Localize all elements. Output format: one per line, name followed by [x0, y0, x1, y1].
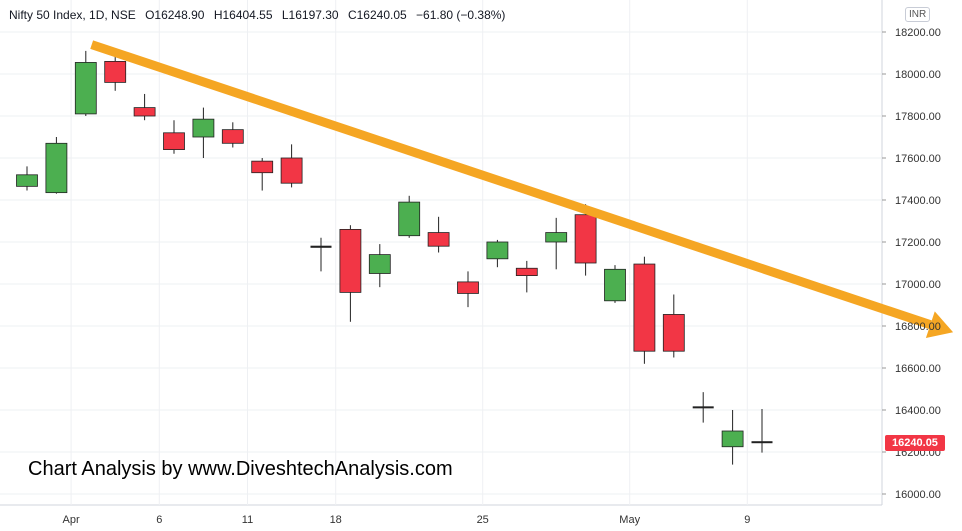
candle-body	[163, 132, 185, 151]
candle-body	[692, 406, 714, 409]
candle	[604, 265, 626, 303]
candle	[192, 107, 215, 158]
candle-body	[486, 241, 509, 260]
candle-body	[751, 441, 773, 444]
candle-body	[104, 61, 127, 83]
y-tick-label: 17600.00	[895, 153, 941, 165]
candle-body	[457, 281, 479, 294]
close-value: C16240.05	[347, 8, 407, 22]
candle	[45, 137, 68, 194]
candle	[74, 50, 97, 116]
candle	[457, 271, 479, 308]
candle-body	[221, 129, 244, 144]
candle	[339, 225, 362, 322]
x-tick-label: Apr	[63, 514, 80, 526]
candle	[662, 294, 685, 358]
candle-body	[545, 232, 568, 243]
candle	[133, 93, 156, 121]
candle	[515, 260, 538, 293]
last-price-label: 16240.05	[885, 435, 945, 451]
y-tick-label: 17200.00	[895, 237, 941, 249]
y-tick-label: 18000.00	[895, 69, 941, 81]
x-tick-label: 18	[330, 514, 342, 526]
y-tick-label: 17800.00	[895, 111, 941, 123]
low-value: L16197.30	[281, 8, 339, 22]
candle	[280, 144, 303, 188]
candle-body	[45, 142, 68, 194]
candle-body	[427, 232, 450, 247]
candle-body	[398, 201, 421, 237]
x-tick-label: May	[619, 514, 640, 526]
candle-body	[515, 267, 538, 276]
y-tick-label: 16000.00	[895, 489, 941, 501]
candle-body	[16, 174, 38, 187]
candle	[310, 237, 332, 272]
y-tick-label: 16600.00	[895, 363, 941, 375]
y-tick-label: 17400.00	[895, 195, 941, 207]
candle	[574, 204, 597, 276]
x-tick-label: 11	[242, 514, 253, 526]
candle	[398, 195, 421, 238]
trend-arrow-shaft	[90, 40, 932, 329]
price-axis: 16000.0016200.0016400.0016600.0016800.00…	[882, 27, 941, 501]
candle-body	[192, 118, 215, 138]
candle	[368, 244, 391, 288]
candle	[721, 410, 744, 465]
candle-body	[604, 268, 626, 302]
candle	[427, 216, 450, 253]
candle-body	[310, 245, 332, 248]
candle-body	[251, 160, 274, 174]
change-value: −61.80 (−0.38%)	[416, 8, 506, 22]
high-value: H16404.55	[213, 8, 273, 22]
candle	[486, 239, 509, 268]
candle-body	[74, 62, 97, 115]
open-value: O16248.90	[145, 8, 205, 22]
time-axis: Apr 6 11 18 25 May 9	[63, 514, 751, 526]
x-tick-label: 9	[744, 514, 750, 526]
candle-body	[662, 314, 685, 352]
candle-body	[721, 430, 744, 448]
candle-body	[339, 228, 362, 293]
candles-layer	[16, 50, 773, 465]
currency-button[interactable]: INR	[905, 7, 931, 22]
candle	[251, 158, 274, 191]
candle	[104, 54, 127, 91]
y-tick-label: 16400.00	[895, 405, 941, 417]
watermark-text: Chart Analysis by www.DiveshtechAnalysis…	[28, 458, 453, 480]
candle	[221, 122, 244, 148]
candle-body	[133, 107, 156, 117]
candle-body	[574, 214, 597, 264]
chart-grid	[0, 0, 883, 506]
candle	[633, 256, 656, 364]
candle	[16, 166, 38, 191]
trend-arrow-head	[925, 311, 954, 338]
candle	[163, 120, 185, 154]
candle	[545, 217, 568, 270]
y-tick-label: 17000.00	[895, 279, 941, 291]
y-tick-label: 16800.00	[895, 321, 941, 333]
candle-body	[280, 157, 303, 184]
candle-body	[368, 254, 391, 274]
x-tick-label: 6	[156, 514, 162, 526]
candle-body	[633, 263, 656, 352]
x-tick-label: 25	[477, 514, 489, 526]
y-tick-label: 18200.00	[895, 27, 941, 39]
candle	[751, 408, 773, 453]
candle	[692, 392, 714, 423]
trend-arrow	[90, 40, 954, 338]
symbol-label: Nifty 50 Index, 1D, NSE	[9, 8, 136, 22]
chart-header: Nifty 50 Index, 1D, NSE O16248.90 H16404…	[9, 8, 511, 22]
